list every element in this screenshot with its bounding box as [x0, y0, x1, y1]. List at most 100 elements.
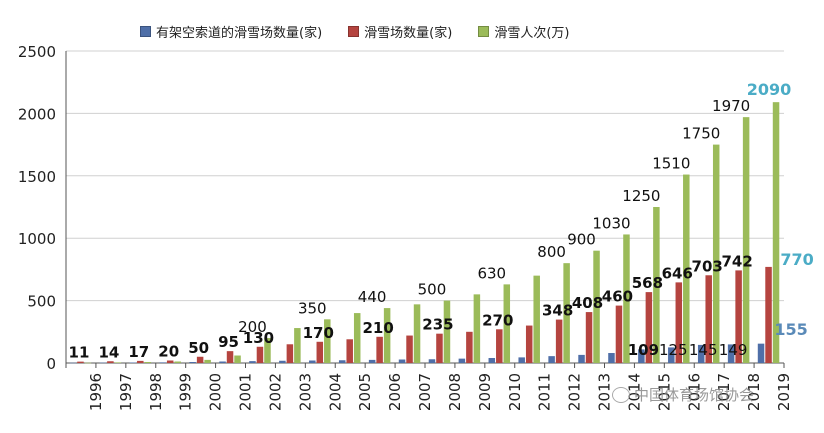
- legend-swatch-resorts: [348, 26, 360, 37]
- data-label-resorts-2019: 770: [780, 250, 813, 269]
- bar-lifts: [189, 362, 196, 363]
- legend-item-lifts: 有架空索道的滑雪场数量(家): [140, 22, 322, 41]
- bar-resorts: [436, 333, 443, 363]
- data-label-resorts: 408: [572, 294, 603, 312]
- data-label-resorts: 20: [158, 343, 179, 361]
- legend-item-resorts: 滑雪场数量(家): [348, 22, 452, 41]
- bar-lifts: [129, 362, 137, 364]
- bar-visits: [144, 362, 152, 363]
- data-label-lifts: 145: [689, 341, 718, 359]
- bar-visits: [593, 250, 600, 363]
- bar-resorts: [765, 266, 772, 363]
- bar-visits: [353, 313, 361, 363]
- legend-swatch-visits: [478, 26, 490, 37]
- data-label-resorts: 568: [632, 274, 663, 292]
- x-tick-label: 2010: [506, 373, 524, 411]
- data-label-visits: 800: [537, 243, 566, 261]
- bar-lifts: [638, 349, 645, 363]
- x-tick-label: 2011: [536, 373, 554, 411]
- bar-lifts: [159, 362, 166, 363]
- bar-lifts: [398, 359, 406, 363]
- bar-visits: [443, 300, 451, 363]
- bar-lifts: [488, 358, 496, 363]
- bar-lifts: [69, 362, 77, 364]
- data-label-resorts: 95: [218, 333, 239, 351]
- bar-resorts: [226, 351, 234, 363]
- bar-lifts: [99, 362, 107, 364]
- bar-visits: [473, 294, 481, 363]
- bar-visits: [174, 361, 181, 363]
- bar-lifts: [668, 347, 675, 363]
- x-tick-label: 1999: [177, 373, 195, 411]
- chart-legend: 有架空索道的滑雪场数量(家) 滑雪场数量(家) 滑雪人次(万): [140, 22, 569, 41]
- x-tick-label: 2002: [266, 373, 284, 411]
- bar-resorts: [496, 329, 503, 363]
- bar-resorts: [196, 356, 204, 363]
- y-tick-label: 2000: [18, 105, 56, 123]
- bar-resorts: [555, 319, 563, 363]
- bar-visits: [712, 144, 720, 363]
- bar-lifts: [548, 356, 555, 363]
- data-label-resorts: 348: [542, 302, 573, 320]
- y-tick-label: 0: [46, 355, 56, 373]
- bar-lifts: [578, 354, 585, 363]
- data-label-resorts: 50: [188, 339, 209, 357]
- bar-visits: [383, 308, 391, 363]
- x-tick-label: 1996: [87, 373, 105, 411]
- bar-resorts: [376, 336, 383, 363]
- bar-lifts: [368, 359, 376, 363]
- bar-resorts: [166, 360, 174, 363]
- data-label-visits-2019: 2090: [747, 80, 792, 99]
- x-tick-label: 2009: [476, 373, 494, 411]
- bar-visits: [623, 234, 630, 363]
- bar-visits: [503, 284, 511, 363]
- bar-lifts: [608, 353, 615, 363]
- watermark-text: 中国体育场馆协会: [634, 386, 755, 404]
- bar-visits: [683, 174, 690, 363]
- bar-resorts: [256, 346, 264, 363]
- data-label-visits: 440: [358, 288, 387, 306]
- x-tick-label: 2015: [655, 373, 673, 411]
- x-tick-label: 1997: [117, 373, 135, 411]
- x-tick-label: 2004: [326, 373, 344, 411]
- x-tick-label: 2008: [446, 373, 464, 411]
- data-label-resorts: 646: [662, 264, 693, 282]
- x-tick-label: 2001: [237, 373, 255, 411]
- bar-lifts: [249, 361, 256, 363]
- bar-visits: [234, 355, 241, 363]
- bar-resorts: [585, 312, 593, 363]
- data-label-resorts: 270: [482, 311, 513, 329]
- bar-lifts: [518, 357, 525, 363]
- bar-visits: [324, 319, 331, 363]
- bar-resorts: [735, 270, 742, 363]
- bar-visits: [653, 207, 660, 363]
- bar-resorts: [286, 344, 294, 363]
- bar-resorts: [346, 339, 353, 363]
- data-label-lifts: 109: [628, 341, 659, 359]
- data-label-visits: 1750: [682, 125, 720, 143]
- bar-visits: [563, 263, 570, 363]
- bar-resorts: [675, 282, 683, 363]
- x-tick-label: 2000: [207, 373, 225, 411]
- y-tick-label: 500: [27, 293, 56, 311]
- data-label-visits: 200: [238, 318, 267, 336]
- bar-resorts: [705, 275, 712, 363]
- data-label-visits: 350: [298, 299, 327, 317]
- bar-resorts: [466, 331, 473, 363]
- bar-lifts: [757, 343, 765, 363]
- x-tick-label: 2019: [775, 373, 793, 411]
- x-tick-label: 2014: [625, 373, 643, 411]
- data-label-resorts: 14: [98, 343, 119, 361]
- data-label-lifts-2019: 155: [774, 320, 807, 339]
- bar-lifts: [428, 359, 436, 363]
- bar-visits: [413, 304, 421, 363]
- bar-visits: [204, 359, 211, 363]
- bar-resorts: [406, 335, 413, 363]
- data-label-visits: 900: [567, 231, 596, 249]
- bar-visits: [114, 362, 122, 363]
- watermark: 中国体育场馆协会: [612, 384, 754, 405]
- bar-resorts: [77, 361, 84, 363]
- bar-resorts: [645, 292, 653, 363]
- x-tick-label: 2006: [386, 373, 404, 411]
